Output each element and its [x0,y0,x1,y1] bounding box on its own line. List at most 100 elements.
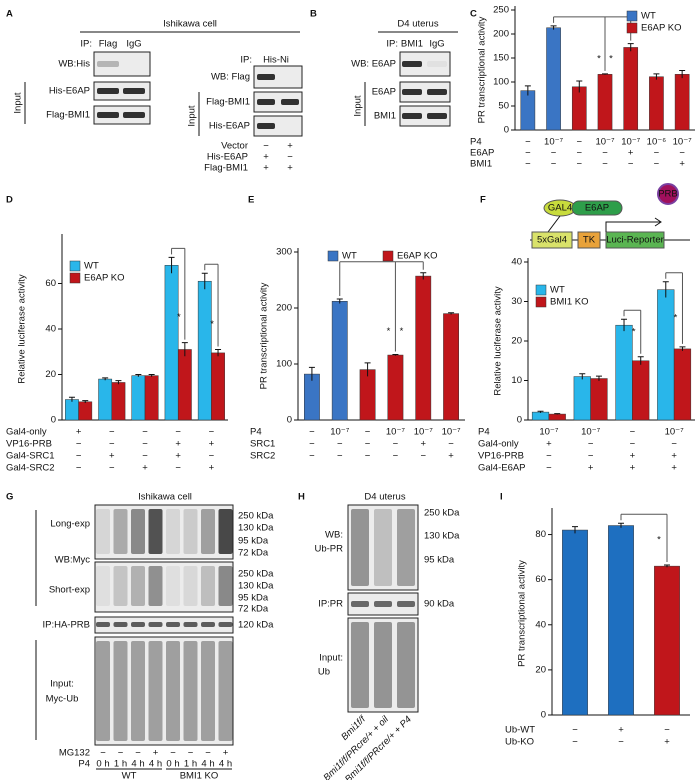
label: 4 h [201,759,214,770]
error-bar [637,356,644,365]
condition-name: Gal4-only [478,439,519,450]
condition-value: − [630,439,636,450]
significance-star: * [400,326,404,337]
blot-band [113,622,128,627]
legend-swatch [535,284,547,296]
bar [131,375,146,421]
blot-band [402,89,422,95]
y-tick-label: 0 [287,415,292,426]
diagram-box [605,231,665,249]
condition-value: 10⁻⁷ [414,427,434,438]
legend-label: BMI1 KO [550,297,589,308]
blot-box [347,617,419,713]
bar [673,348,692,421]
significance-star: * [387,326,391,337]
label: 250 kDa [238,569,274,580]
condition-value: − [618,737,624,748]
blot-band [257,123,275,129]
blot-band [123,88,145,94]
condition-value: − [109,463,115,474]
condition-value: − [546,451,552,462]
legend-label: E6AP KO [84,273,125,284]
bar [562,529,588,716]
condition-value: + [671,451,677,462]
blot-band [201,622,215,627]
error-bar [364,362,371,377]
condition-value: − [309,451,315,462]
label: Luci-Reporter [606,235,664,246]
panel-letter: E [248,195,254,206]
bar [144,375,159,421]
label: 4 h [131,759,144,770]
label: + [223,748,229,759]
condition-value: + [628,148,634,159]
label: His-Ni [263,55,289,66]
condition-value: + [420,439,426,450]
blot-band [351,509,369,586]
condition-value: + [76,427,82,438]
error-bar [664,564,670,568]
bar [615,324,633,421]
condition-value: + [664,737,670,748]
bar [443,313,459,421]
blot-band [374,509,392,586]
bar [548,413,566,421]
blot-band [374,601,392,607]
condition-value: − [337,451,343,462]
condition-value: − [525,137,531,148]
blot-band [131,509,145,554]
bar [331,301,348,421]
blot-band [374,622,392,708]
condition-name: P4 [470,137,482,148]
condition-value: − [448,439,454,450]
y-tick-label: 60 [45,278,56,289]
significance-star: * [609,53,613,64]
label: 72 kDa [238,604,269,615]
condition-name: P4 [478,427,490,438]
blot-box [93,51,151,77]
label: + [153,748,159,759]
condition-name: Gal4-SRC1 [6,451,55,462]
bar [654,565,680,716]
error-bar [148,374,155,377]
condition-value: + [630,463,636,474]
blot-box [94,636,234,746]
label: 95 kDa [238,536,269,547]
legend-label: E6AP KO [397,251,438,262]
label: Input: [319,653,343,664]
condition-value: 10⁻⁷ [621,137,641,148]
blot-box [94,504,234,560]
legend-swatch [69,260,81,272]
label: D4 uterus [397,19,438,30]
legend-swatch [69,272,81,284]
label: 90 kDa [424,599,455,610]
blot-band [402,61,422,67]
condition-value: − [309,427,315,438]
bar [111,382,126,421]
error-bar [627,43,634,52]
label: + [263,163,269,174]
label: MG132 [59,748,90,759]
label: 72 kDa [238,548,269,559]
panel-letter: F [480,195,486,206]
y-tick-label: 200 [493,29,509,40]
condition-value: − [420,451,426,462]
panel-letter: G [6,492,13,503]
bar [197,280,212,421]
blot-band [351,622,369,708]
condition-value: − [209,451,215,462]
legend-label: WT [342,251,357,262]
label: Vector [221,141,248,152]
y-tick-label: 30 [511,296,522,307]
diagram-box [577,231,601,249]
blot-band [201,566,215,606]
label: E6AP [372,87,396,98]
label: 120 kDa [238,620,274,631]
error-bar [448,312,455,315]
bar [657,289,675,421]
diagram-arrow [547,215,561,233]
blot-band [166,641,180,741]
bar [387,354,404,421]
blot-band [148,509,163,554]
label: Long-exp [50,519,90,530]
